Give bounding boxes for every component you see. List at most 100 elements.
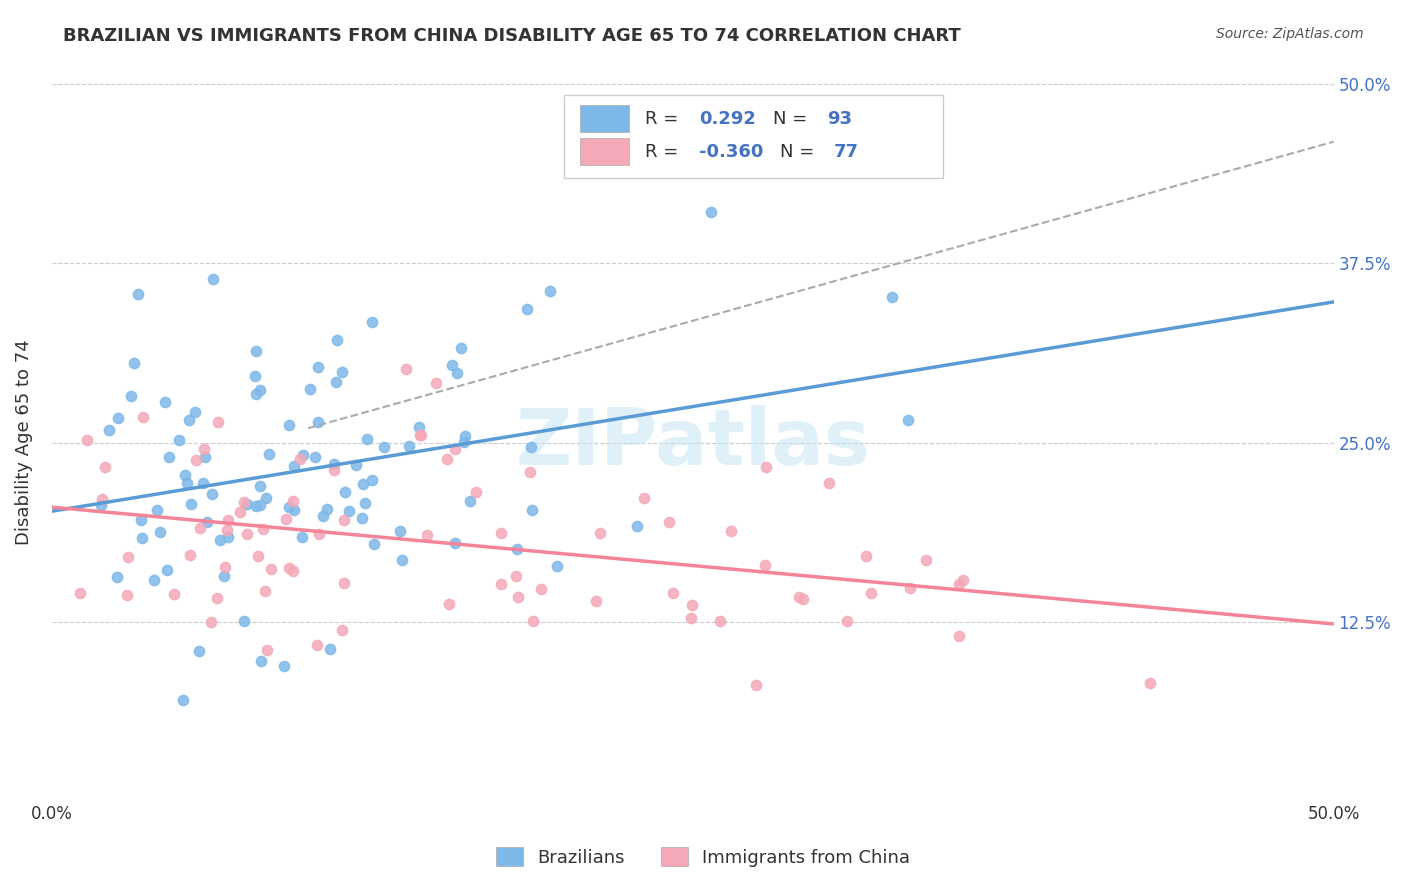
- Point: [212, 569, 235, 583]
- Point: [146, 503, 169, 517]
- Point: [425, 376, 447, 390]
- Y-axis label: Disability Age 65 to 74: Disability Age 65 to 74: [15, 340, 32, 545]
- Point: [948, 629, 970, 643]
- Point: [193, 442, 215, 456]
- Point: [633, 491, 655, 505]
- Text: R =: R =: [645, 143, 685, 161]
- Point: [325, 333, 347, 347]
- Point: [298, 382, 321, 396]
- Text: BRAZILIAN VS IMMIGRANTS FROM CHINA DISABILITY AGE 65 TO 74 CORRELATION CHART: BRAZILIAN VS IMMIGRANTS FROM CHINA DISAB…: [63, 27, 962, 45]
- Point: [322, 463, 344, 477]
- Point: [236, 498, 259, 512]
- Point: [900, 581, 922, 595]
- Point: [250, 654, 273, 668]
- Point: [253, 583, 276, 598]
- Point: [308, 527, 330, 541]
- Point: [755, 459, 778, 474]
- Point: [260, 561, 283, 575]
- Point: [658, 515, 681, 529]
- Point: [257, 447, 280, 461]
- Point: [505, 568, 527, 582]
- Point: [626, 518, 648, 533]
- Point: [249, 498, 271, 512]
- Point: [373, 440, 395, 454]
- Point: [398, 440, 420, 454]
- Point: [120, 389, 142, 403]
- Point: [792, 591, 814, 606]
- Point: [307, 638, 329, 652]
- Point: [330, 623, 353, 637]
- Point: [308, 359, 330, 374]
- Point: [131, 513, 153, 527]
- Point: [191, 476, 214, 491]
- Point: [720, 524, 742, 539]
- Point: [522, 615, 544, 629]
- Point: [1139, 676, 1161, 690]
- Point: [506, 590, 529, 604]
- Point: [516, 301, 538, 316]
- Point: [208, 533, 231, 547]
- Point: [277, 560, 299, 574]
- Point: [245, 500, 267, 514]
- Point: [464, 484, 486, 499]
- FancyBboxPatch shape: [579, 105, 628, 132]
- Point: [278, 417, 301, 432]
- Point: [519, 440, 541, 454]
- Text: ZIPatlas: ZIPatlas: [515, 405, 870, 481]
- Point: [538, 284, 561, 298]
- Point: [179, 412, 201, 426]
- Point: [127, 286, 149, 301]
- Point: [709, 614, 731, 628]
- Point: [453, 434, 475, 449]
- Point: [217, 530, 239, 544]
- Point: [201, 487, 224, 501]
- Point: [183, 404, 205, 418]
- Point: [249, 479, 271, 493]
- Point: [352, 511, 374, 525]
- Point: [519, 465, 541, 479]
- Point: [415, 528, 437, 542]
- Point: [176, 476, 198, 491]
- Text: 93: 93: [827, 110, 852, 128]
- Text: -0.360: -0.360: [699, 143, 763, 161]
- Point: [283, 503, 305, 517]
- Point: [914, 553, 936, 567]
- Point: [254, 491, 277, 506]
- Point: [94, 460, 117, 475]
- Point: [132, 410, 155, 425]
- Point: [149, 524, 172, 539]
- Point: [229, 505, 252, 519]
- Point: [205, 591, 228, 605]
- Point: [292, 448, 315, 462]
- Point: [333, 576, 356, 591]
- Point: [454, 429, 477, 443]
- Point: [681, 598, 703, 612]
- Point: [252, 522, 274, 536]
- Point: [172, 693, 194, 707]
- Text: 77: 77: [834, 143, 859, 161]
- Point: [818, 475, 841, 490]
- Point: [153, 395, 176, 409]
- Point: [122, 356, 145, 370]
- Point: [835, 614, 858, 628]
- Point: [332, 365, 354, 379]
- Point: [361, 473, 384, 487]
- Point: [787, 590, 810, 604]
- Point: [522, 503, 544, 517]
- Point: [319, 642, 342, 657]
- Point: [207, 415, 229, 429]
- Point: [446, 366, 468, 380]
- Point: [69, 586, 91, 600]
- Point: [107, 411, 129, 425]
- Point: [948, 577, 970, 591]
- Point: [443, 442, 465, 456]
- Point: [546, 559, 568, 574]
- Legend: Brazilians, Immigrants from China: Brazilians, Immigrants from China: [488, 840, 918, 874]
- Point: [491, 577, 513, 591]
- Point: [245, 387, 267, 401]
- Point: [163, 587, 186, 601]
- Point: [174, 467, 197, 482]
- Point: [409, 428, 432, 442]
- Point: [202, 272, 225, 286]
- Point: [882, 290, 904, 304]
